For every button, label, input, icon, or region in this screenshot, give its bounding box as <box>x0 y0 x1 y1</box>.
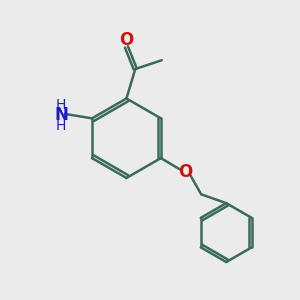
Text: H: H <box>56 98 66 112</box>
Text: O: O <box>119 32 134 50</box>
Text: H: H <box>56 119 66 133</box>
Text: O: O <box>178 163 192 181</box>
Text: N: N <box>54 106 68 124</box>
